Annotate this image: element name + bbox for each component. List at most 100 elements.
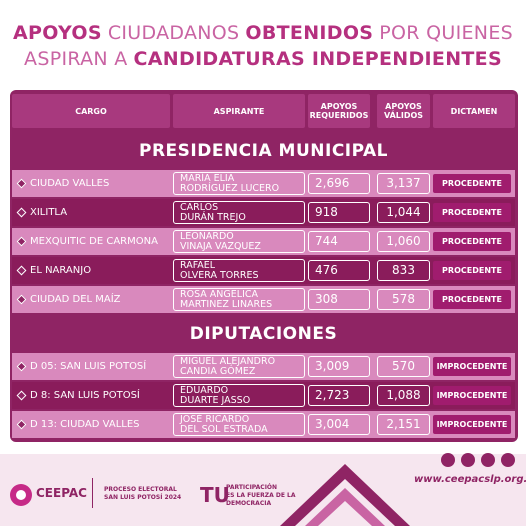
- aspirante-line: VINAJA VAZQUEZ: [180, 240, 261, 252]
- aspirante: RAFAEL OLVERA TORRES: [173, 259, 305, 282]
- apoyos-validos: 2,151: [377, 414, 430, 435]
- section-title: PRESIDENCIA MUNICIPAL: [138, 140, 389, 161]
- proceso-line: PROCESO ELECTORAL: [104, 486, 177, 493]
- title-segment: APOYOS: [13, 22, 102, 44]
- dictamen: IMPROCEDENTE: [433, 357, 511, 376]
- aspirante-line: RODRÍGUEZ LUCERO: [180, 182, 280, 194]
- row-bg: [12, 199, 515, 226]
- participacion-line: PARTICIPACIÓN: [226, 484, 278, 491]
- aspirante-line: DURÁN TREJO: [180, 211, 246, 223]
- aspirante-line: MARÍA ELIA: [180, 172, 235, 184]
- title-line: APOYOS CIUDADANOS OBTENIDOS POR QUIENES: [0, 22, 526, 44]
- apoyos-requeridos: 744: [308, 231, 370, 252]
- apoyos-requeridos: 3,004: [308, 414, 370, 435]
- proceso-line: SAN LUIS POTOSÍ 2024: [104, 494, 182, 501]
- participacion: PARTICIPACIÓN ES LA FUERZA DE LA DEMOCRA…: [226, 484, 295, 508]
- tu: TU: [200, 483, 230, 507]
- column-header: DICTAMEN: [433, 94, 515, 128]
- proceso: PROCESO ELECTORAL SAN LUIS POTOSÍ 2024: [104, 486, 181, 502]
- row-bg: [12, 257, 515, 284]
- row-bg: [12, 382, 515, 409]
- participacion-line: DEMOCRACIA: [226, 500, 272, 507]
- chevron-decor: [280, 464, 410, 526]
- apoyos-requeridos: 476: [308, 260, 370, 281]
- divider: [92, 478, 93, 508]
- aspirante-line: MARTINEZ LINARES: [180, 298, 273, 310]
- title-segment: POR QUIENES: [379, 22, 513, 44]
- header-line: CARGO: [75, 106, 107, 116]
- cargo: MEXQUITIC DE CARMONA: [30, 236, 158, 247]
- row-bg: [12, 228, 515, 255]
- aspirante: LEONARDO VINAJA VAZQUEZ: [173, 230, 305, 253]
- ceepac-logo: [10, 484, 32, 506]
- header-line: VÁLIDOS: [383, 111, 424, 120]
- section-title: DIPUTACIONES: [189, 323, 338, 344]
- cargo: CIUDAD VALLES: [30, 178, 110, 189]
- aspirante: EDUARDO DUARTE JASSO: [173, 384, 305, 407]
- apoyos-validos: 3,137: [377, 173, 430, 194]
- header-line: APOYOS: [320, 102, 358, 111]
- column-header: CARGO: [12, 94, 170, 128]
- apoyos-requeridos: 2,723: [308, 385, 370, 406]
- aspirante-line: RAFAEL: [180, 259, 216, 271]
- apoyos-requeridos: 2,696: [308, 173, 370, 194]
- dictamen: PROCEDENTE: [433, 203, 511, 222]
- header-line: REQUERIDOS: [309, 111, 369, 120]
- row-bg: [12, 411, 515, 438]
- url[interactable]: www.ceepacslp.org.mx: [414, 474, 526, 485]
- aspirante-line: DUARTE JASSO: [180, 394, 251, 406]
- title-segment: ASPIRAN A: [24, 48, 128, 70]
- dictamen: IMPROCEDENTE: [433, 415, 511, 434]
- column-header: APOYOS REQUERIDOS: [308, 94, 370, 128]
- apoyos-validos: 570: [377, 356, 430, 377]
- dictamen: PROCEDENTE: [433, 261, 511, 280]
- title-line: ASPIRAN A CANDIDATURAS INDEPENDIENTES: [0, 48, 526, 70]
- header-line: DICTAMEN: [450, 106, 498, 116]
- cargo: D 05: SAN LUIS POTOSÍ: [30, 361, 147, 372]
- aspirante-line: DEL SOL ESTRADA: [180, 423, 268, 435]
- aspirante-line: CANDIA GÓMEZ: [180, 365, 256, 377]
- apoyos-validos: 578: [377, 289, 430, 310]
- cargo: EL NARANJO: [30, 265, 92, 276]
- aspirante-line: CARLOS: [180, 201, 219, 213]
- aspirante-line: OLVERA TORRES: [180, 269, 259, 281]
- ceepac-name: CEEPAC: [36, 486, 87, 500]
- cargo: XILITLA: [30, 207, 68, 218]
- aspirante-line: MIGUEL ALEJANDRO: [180, 355, 276, 367]
- cargo: CIUDAD DEL MAÍZ: [30, 294, 121, 305]
- column-header: ASPIRANTE: [173, 94, 305, 128]
- footer-band: [0, 454, 526, 526]
- aspirante: MARÍA ELIA RODRÍGUEZ LUCERO: [173, 172, 305, 195]
- title-segment: OBTENIDOS: [245, 22, 374, 44]
- aspirante: ROSA ANGELICA MARTINEZ LINARES: [173, 288, 305, 311]
- dictamen: IMPROCEDENTE: [433, 386, 511, 405]
- aspirante-line: ROSA ANGELICA: [180, 288, 258, 300]
- apoyos-validos: 1,088: [377, 385, 430, 406]
- aspirante-line: JOSÉ RICARDO: [180, 413, 250, 425]
- social-icons: [441, 453, 515, 467]
- header-line: ASPIRANTE: [213, 106, 265, 116]
- apoyos-validos: 833: [377, 260, 430, 281]
- dictamen: PROCEDENTE: [433, 174, 511, 193]
- column-header: APOYOS VÁLIDOS: [377, 94, 430, 128]
- aspirante: CARLOS DURÁN TREJO: [173, 201, 305, 224]
- participacion-line: ES LA FUERZA DE LA: [226, 492, 296, 499]
- aspirante-line: EDUARDO: [180, 384, 229, 396]
- apoyos-validos: 1,044: [377, 202, 430, 223]
- aspirante: MIGUEL ALEJANDRO CANDIA GÓMEZ: [173, 355, 305, 378]
- apoyos-requeridos: 308: [308, 289, 370, 310]
- row-bg: [12, 170, 515, 197]
- row-bg: [12, 353, 515, 380]
- dictamen: PROCEDENTE: [433, 232, 511, 251]
- cargo: D 13: CIUDAD VALLES: [30, 419, 140, 430]
- apoyos-requeridos: 918: [308, 202, 370, 223]
- apoyos-requeridos: 3,009: [308, 356, 370, 377]
- dictamen: PROCEDENTE: [433, 290, 511, 309]
- aspirante-line: LEONARDO: [180, 230, 234, 242]
- header-line: APOYOS: [385, 102, 422, 111]
- apoyos-validos: 1,060: [377, 231, 430, 252]
- row-bg: [12, 286, 515, 313]
- title-segment: CANDIDATURAS INDEPENDIENTES: [133, 48, 502, 70]
- title-segment: CIUDADANOS: [107, 22, 240, 44]
